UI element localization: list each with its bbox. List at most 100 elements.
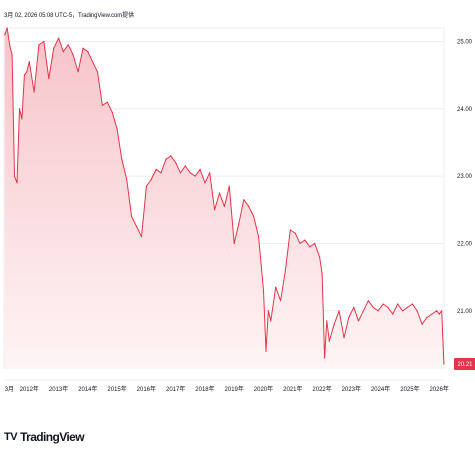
data-point	[326, 320, 328, 322]
x-tick-label: 2022年	[312, 385, 331, 393]
data-point	[82, 47, 84, 49]
data-point	[218, 192, 221, 194]
data-point	[253, 215, 255, 218]
tradingview-logo-text: TradingView	[20, 430, 84, 444]
x-tick-label: 2023年	[342, 385, 361, 393]
data-point	[406, 306, 408, 308]
data-point	[357, 320, 360, 322]
data-point	[284, 269, 286, 271]
data-point	[333, 323, 335, 325]
data-point	[304, 239, 306, 241]
data-point	[402, 310, 404, 312]
series-area-fill	[4, 28, 444, 368]
last-price-label: 20.21	[457, 362, 473, 368]
last-price-badge	[454, 357, 475, 370]
y-tick-label: 25.00	[457, 39, 473, 45]
data-point	[367, 300, 369, 302]
data-point	[392, 313, 394, 315]
data-point	[13, 175, 16, 177]
data-point	[258, 236, 260, 238]
y-axis: 25.00 24.00 23.00 22.00 21.00	[457, 39, 473, 314]
data-point	[11, 54, 13, 56]
data-point	[443, 363, 445, 365]
y-tick-label: 24.00	[457, 107, 473, 113]
data-point	[175, 162, 177, 164]
data-point	[48, 77, 50, 80]
data-point	[9, 44, 11, 46]
x-axis: 3月 2012年 2013年 2014年 2015年 2016年 2017年 2018年 201…	[4, 379, 449, 393]
data-point	[28, 61, 30, 63]
x-tick-label: 2026年	[430, 385, 449, 393]
data-point	[26, 71, 28, 73]
data-point	[101, 104, 103, 106]
data-point	[421, 323, 423, 325]
data-point	[289, 229, 291, 231]
data-point	[58, 37, 60, 39]
data-point	[294, 232, 296, 234]
data-point	[179, 172, 181, 174]
data-point	[411, 303, 413, 305]
data-point	[270, 320, 272, 322]
data-point	[321, 273, 323, 275]
data-point	[160, 172, 162, 174]
data-point	[280, 300, 282, 302]
data-point	[343, 337, 345, 339]
data-point	[204, 182, 206, 184]
data-point	[214, 209, 216, 211]
data-point	[431, 313, 433, 315]
data-point	[194, 175, 196, 177]
data-point	[199, 168, 201, 170]
data-point	[131, 215, 133, 218]
data-point	[372, 306, 374, 308]
data-point	[136, 226, 138, 228]
data-point	[328, 340, 330, 342]
plot-area	[4, 27, 445, 368]
data-point	[248, 205, 250, 207]
data-point	[382, 303, 384, 305]
data-point	[165, 158, 167, 160]
data-point	[426, 316, 428, 319]
data-point	[121, 158, 123, 160]
data-point	[338, 310, 340, 312]
x-tick-label: 2021年	[283, 385, 302, 393]
data-point	[377, 310, 379, 312]
data-point	[72, 54, 74, 56]
data-point	[238, 222, 240, 224]
y-tick-label: 22.00	[457, 241, 473, 247]
data-point	[324, 357, 326, 359]
data-point	[189, 172, 191, 174]
data-point	[145, 185, 147, 187]
x-tick-label: 2017年	[166, 385, 185, 393]
x-tick-label: 2012年	[20, 385, 39, 393]
x-tick-label: 2025年	[400, 385, 419, 393]
x-tick-label: 2024年	[371, 385, 390, 393]
data-point	[436, 310, 438, 312]
tradingview-logo[interactable]: TV TradingView	[4, 430, 85, 444]
data-point	[62, 51, 64, 53]
y-tick-label: 23.00	[457, 174, 473, 180]
data-point	[267, 310, 269, 312]
data-point	[319, 256, 321, 258]
data-point	[262, 290, 265, 292]
data-point	[155, 168, 157, 170]
x-tick-label: 2016年	[137, 385, 156, 393]
data-point	[416, 310, 418, 312]
data-point	[265, 350, 267, 352]
x-tick-label: 2015年	[107, 385, 126, 393]
data-point	[38, 44, 40, 46]
data-point	[387, 306, 389, 308]
y-tick-label: 21.00	[457, 309, 473, 315]
data-point	[96, 71, 99, 73]
data-point	[223, 205, 225, 207]
data-point	[111, 111, 113, 113]
data-point	[353, 306, 355, 308]
data-point	[126, 178, 128, 181]
data-point	[314, 242, 316, 244]
tradingview-logo-icon: TV	[4, 431, 18, 443]
x-tick-label: 2014年	[78, 385, 97, 393]
data-point	[441, 310, 443, 312]
x-tick-label: 3月	[5, 386, 14, 393]
data-point	[106, 101, 108, 103]
data-point	[150, 178, 152, 181]
